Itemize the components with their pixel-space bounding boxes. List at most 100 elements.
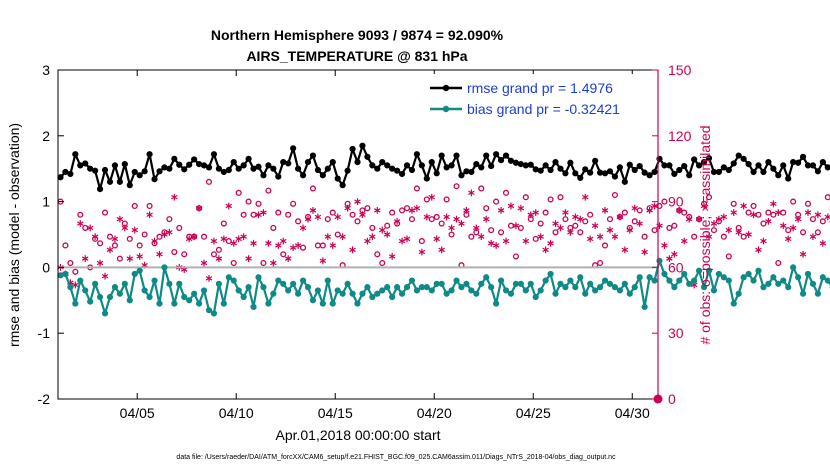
asterisk-stroke — [502, 238, 510, 244]
y2-tick-label: 120 — [668, 128, 692, 144]
bias-point — [582, 290, 589, 297]
obs-possible-point — [819, 218, 826, 225]
asterisk-stroke — [641, 249, 648, 255]
rmse-point — [200, 162, 208, 169]
asterisk-stroke — [487, 241, 495, 246]
asterisk-stroke — [126, 256, 134, 261]
rmse-point — [294, 165, 302, 172]
obs-assimilated-point — [151, 237, 158, 245]
obs-assimilated-point — [458, 220, 465, 227]
obs-assimilated-point — [611, 233, 619, 241]
obs-possible-point — [146, 202, 153, 210]
asterisk-stroke — [180, 267, 188, 272]
asterisk-stroke — [562, 210, 569, 215]
obs-possible-point — [557, 194, 564, 201]
obs-assimilated-point — [730, 209, 737, 216]
asterisk-stroke — [428, 194, 436, 200]
rmse-point — [809, 162, 817, 169]
rmse-point — [770, 165, 777, 172]
bias-point — [245, 284, 252, 291]
bias-point — [809, 280, 817, 287]
rmse-point — [230, 159, 237, 166]
obs-assimilated-point — [215, 255, 223, 263]
bias-point — [151, 277, 158, 284]
obs-possible-point — [448, 231, 455, 238]
bias-point — [225, 274, 232, 281]
obs-assimilated-point — [443, 213, 450, 221]
obs-assimilated-point — [344, 204, 351, 212]
obs-possible-point — [334, 231, 341, 238]
bias-point — [720, 274, 727, 281]
obs-possible-point — [745, 209, 752, 216]
bias-point — [488, 284, 495, 291]
obs-assimilated-point — [156, 250, 163, 258]
asterisk-stroke — [339, 234, 346, 239]
x-tick-label: 04/25 — [516, 405, 551, 421]
rmse-point — [116, 178, 123, 185]
obs-possible-point — [399, 207, 406, 214]
obs-assimilated-point — [775, 209, 782, 216]
rmse-point — [403, 162, 411, 169]
rmse-point — [577, 174, 584, 182]
y2-axis-ticks: 0 30 60 90 120 150 — [652, 62, 692, 407]
rmse-point — [354, 159, 361, 166]
rmse-point — [171, 155, 178, 162]
obs-possible-point — [240, 211, 247, 218]
asterisk-stroke — [91, 234, 99, 239]
bias-point — [403, 284, 411, 291]
rmse-point — [191, 156, 198, 163]
obs-assimilated-point — [799, 250, 807, 258]
rmse-point — [433, 170, 440, 177]
obs-assimilated-point — [131, 226, 138, 234]
asterisk-stroke — [86, 225, 94, 231]
obs-assimilated-point — [245, 255, 252, 263]
obs-possible-point — [799, 229, 807, 236]
asterisk-stroke — [220, 236, 228, 242]
bias-point — [77, 277, 84, 284]
rmse-point — [661, 162, 668, 169]
rmse-point — [290, 145, 297, 152]
asterisk-stroke — [215, 256, 223, 261]
obs-assimilated-point — [631, 204, 638, 212]
bias-point — [443, 290, 450, 297]
rmse-point — [463, 168, 470, 175]
obs-possible-point — [750, 202, 757, 210]
rmse-bias-series — [57, 142, 830, 317]
obs-possible-point — [681, 209, 688, 216]
bias-point — [547, 270, 554, 278]
asterisk-stroke — [77, 221, 84, 226]
obs-possible-point — [765, 209, 772, 216]
rmse-point — [324, 165, 331, 172]
obs-assimilated-point — [532, 209, 539, 216]
obs-possible-point — [324, 216, 331, 223]
obs-assimilated-point — [146, 211, 153, 219]
bias-point — [651, 277, 658, 284]
rmse-point — [592, 157, 599, 164]
x-tick-label: 04/30 — [615, 405, 650, 421]
bias-point — [369, 293, 376, 301]
bias-point — [62, 270, 69, 278]
chart-title: Northern Hemisphere 9093 / 9874 = 92.090… — [211, 27, 504, 43]
y-tick-label: -1 — [38, 325, 51, 341]
asterisk-stroke — [586, 236, 594, 242]
obs-possible-point — [710, 227, 717, 234]
bias-point — [577, 274, 584, 281]
obs-assimilated-point — [423, 213, 431, 221]
rmse-point — [369, 162, 376, 169]
bias-point — [260, 284, 267, 291]
asterisk-stroke — [572, 214, 579, 220]
obs-assimilated-point — [497, 206, 505, 214]
rmse-point — [448, 162, 455, 169]
asterisk-stroke — [512, 223, 520, 228]
obs-assimilated-point — [309, 206, 317, 214]
legend-label-bias: bias grand pr = -0.32421 — [467, 101, 620, 117]
bias-point — [596, 284, 604, 291]
rmse-point — [141, 168, 148, 175]
obs-assimilated-point — [755, 246, 762, 254]
bias-point — [116, 290, 123, 297]
asterisk-stroke — [700, 203, 708, 209]
bias-point — [398, 290, 406, 297]
y-tick-label: 1 — [42, 194, 50, 210]
asterisk-stroke — [354, 199, 361, 204]
